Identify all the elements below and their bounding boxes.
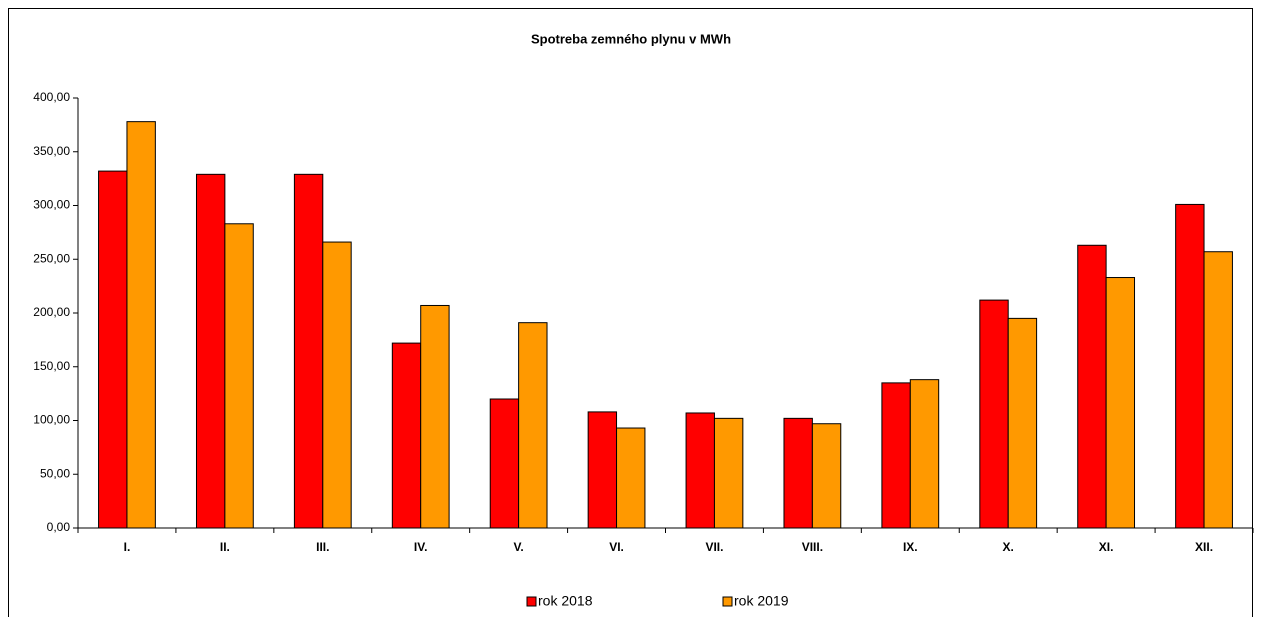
bar	[713, 417, 744, 529]
x-tick-label: II.	[220, 540, 230, 554]
x-tick-label: V.	[514, 540, 524, 554]
y-tick-label: 50,00	[40, 466, 70, 480]
y-tick-label: 250,00	[33, 251, 70, 265]
x-tick-label: XII.	[1195, 540, 1213, 554]
x-tick-label: III.	[316, 540, 329, 554]
bar	[195, 173, 226, 529]
bar	[909, 379, 940, 529]
bar	[391, 342, 422, 529]
bar	[293, 173, 324, 529]
bar	[616, 427, 646, 529]
bar	[1007, 317, 1038, 529]
bar	[489, 398, 520, 529]
bar	[126, 121, 156, 529]
legend-swatch	[526, 596, 537, 607]
y-tick-label: 0,00	[47, 520, 71, 534]
x-tick-label: VI.	[609, 540, 624, 554]
bar	[420, 304, 450, 529]
chart-title: Spotreba zemného plynu v MWh	[531, 31, 731, 46]
x-tick-label: XI.	[1099, 540, 1114, 554]
y-tick-label: 300,00	[33, 198, 70, 212]
legend-label: rok 2018	[538, 593, 593, 609]
bar	[518, 322, 548, 529]
bar	[881, 382, 911, 529]
bar	[783, 417, 813, 529]
legend-label: rok 2019	[734, 593, 789, 609]
x-tick-label: VII.	[705, 540, 723, 554]
bar	[224, 223, 254, 529]
bar	[685, 412, 715, 529]
bar	[1175, 203, 1205, 529]
bar	[811, 423, 842, 529]
y-tick-label: 400,00	[33, 90, 70, 104]
y-tick-label: 200,00	[33, 305, 70, 319]
bar	[1203, 251, 1233, 529]
bar	[1077, 244, 1107, 529]
y-tick-label: 150,00	[33, 359, 70, 373]
bar	[587, 411, 618, 529]
legend-swatch	[722, 596, 733, 607]
x-tick-label: IX.	[903, 540, 918, 554]
x-tick-label: IV.	[414, 540, 428, 554]
y-tick-label: 350,00	[33, 144, 70, 158]
bar	[979, 299, 1009, 529]
x-tick-label: VIII.	[802, 540, 823, 554]
y-tick-label: 100,00	[33, 413, 70, 427]
x-tick-label: I.	[124, 540, 131, 554]
bar	[322, 241, 352, 529]
bar	[1105, 277, 1136, 529]
x-tick-label: X.	[1003, 540, 1014, 554]
bar	[98, 170, 128, 529]
